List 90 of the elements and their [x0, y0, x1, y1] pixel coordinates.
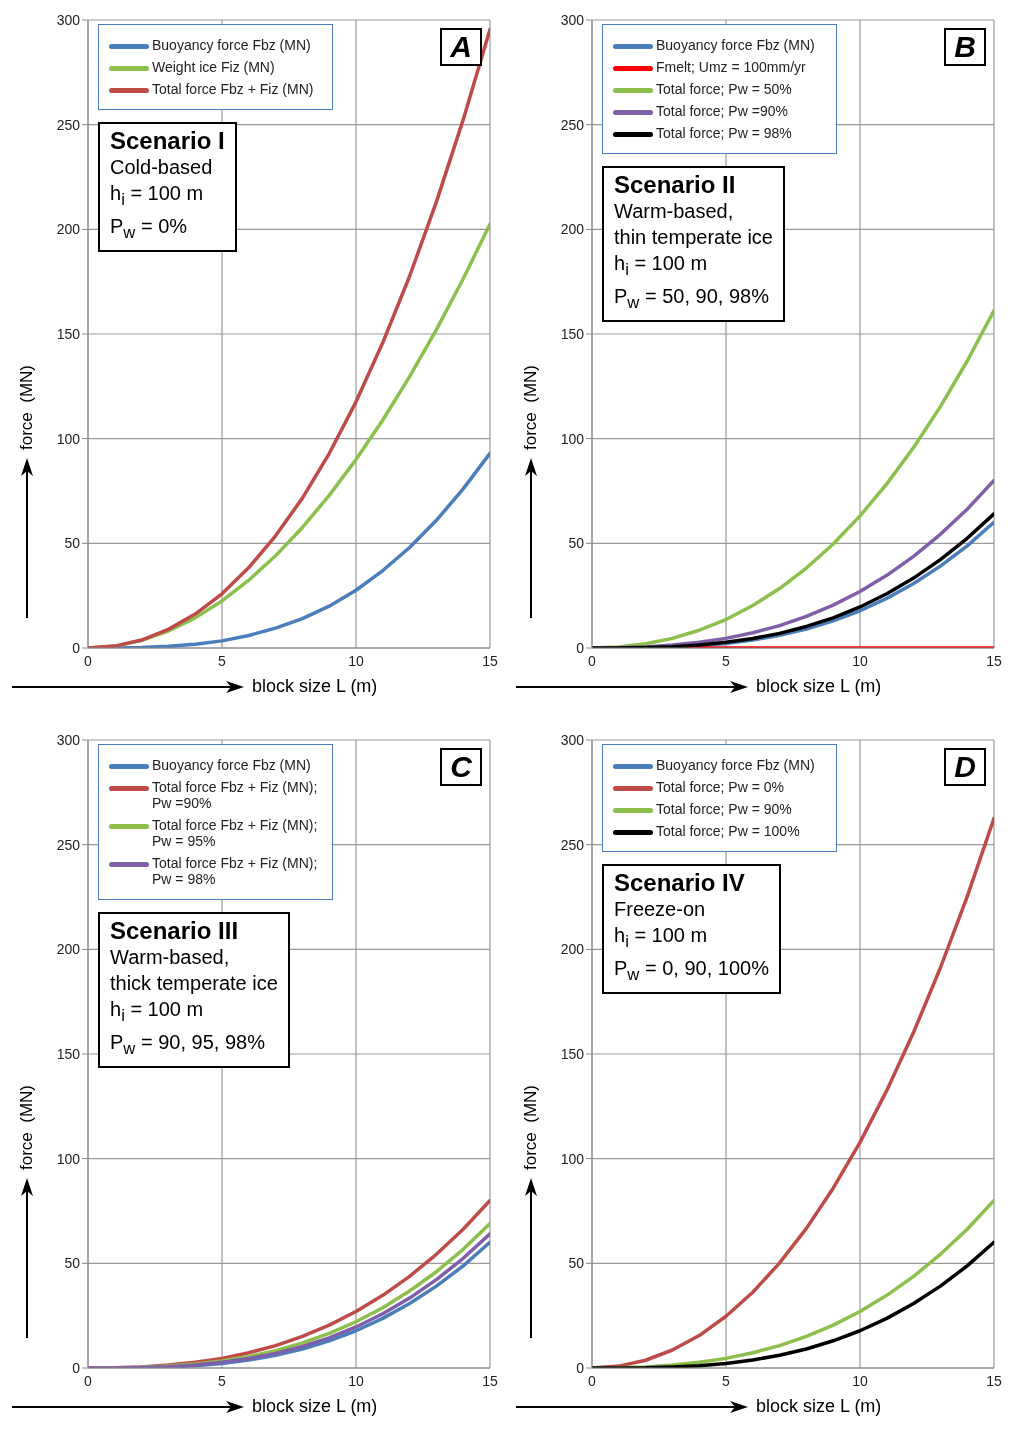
annotation: P$_{w}$ = 0, 90, 100% — [614, 956, 769, 986]
y-tick-label: 250 — [56, 836, 81, 853]
annotation: h$_{i}$ = 100 m — [110, 181, 205, 211]
annotation: Scenario III — [110, 917, 240, 944]
x-tick-label: 10 — [348, 652, 364, 669]
annotation: Scenario I — [110, 127, 225, 154]
y-tick-label: 50 — [64, 535, 81, 552]
x-axis-title: block size L (m) — [252, 676, 378, 697]
y-tick-label: 50 — [568, 1255, 585, 1272]
legend-label: Buoyancy force Fbz (MN) — [656, 757, 815, 773]
x-tick-label: 15 — [482, 1372, 498, 1389]
y-tick-label: 250 — [560, 116, 585, 133]
legend-label: Total force Fbz + Fiz (MN); Pw = 95% — [152, 817, 319, 849]
legend-label: Total force Fbz + Fiz (MN); Pw =90% — [152, 779, 319, 811]
y-tick-label: 100 — [560, 430, 585, 447]
y-tick-label: 100 — [560, 1150, 585, 1167]
annotation: h$_{i}$ = 100 m — [110, 997, 205, 1027]
legend-label: Total force Fbz + Fiz (MN); Pw = 98% — [152, 855, 319, 887]
y-tick-label: 200 — [56, 941, 81, 958]
y-tick-label: 150 — [56, 1045, 81, 1062]
legend-label: Buoyancy force Fbz (MN) — [656, 37, 815, 53]
annotation: Scenario IV — [614, 869, 746, 896]
x-tick-label: 10 — [348, 1372, 364, 1389]
y-tick-label: 250 — [560, 836, 585, 853]
annotation: P$_{w}$ = 0% — [110, 214, 189, 244]
annotation: B — [944, 28, 986, 66]
y-tick-label: 300 — [560, 11, 585, 28]
y-axis-title: force (MN) — [17, 365, 37, 451]
y-tick-label: 50 — [568, 535, 585, 552]
annotation: h$_{i}$ = 100 m — [614, 251, 709, 281]
x-axis-title: block size L (m) — [756, 1396, 882, 1417]
y-tick-label: 0 — [576, 1359, 585, 1376]
x-axis-title: block size L (m) — [756, 676, 882, 697]
y-tick-label: 100 — [56, 1150, 81, 1167]
legend-label: Total force; Pw =90% — [656, 103, 788, 119]
y-tick-label: 200 — [560, 941, 585, 958]
annotation: Cold-based — [110, 155, 214, 180]
x-tick-label: 15 — [482, 652, 498, 669]
x-tick-label: 5 — [218, 1372, 227, 1389]
x-tick-label: 10 — [852, 1372, 868, 1389]
legend-label: Total force; Pw = 100% — [656, 823, 800, 839]
y-tick-label: 0 — [72, 639, 81, 656]
x-tick-label: 5 — [722, 652, 731, 669]
x-tick-label: 5 — [218, 652, 227, 669]
legend-label: Total force; Pw = 98% — [656, 125, 792, 141]
legend-label: Total force; Pw = 50% — [656, 81, 792, 97]
x-axis-title: block size L (m) — [252, 1396, 378, 1417]
annotation: thick temperate ice — [110, 971, 278, 996]
y-tick-label: 300 — [56, 731, 81, 748]
annotation: Freeze-on — [614, 897, 707, 922]
y-axis-title: force (MN) — [521, 365, 541, 451]
x-tick-label: 15 — [986, 652, 1002, 669]
legend-label: Total force; Pw = 0% — [656, 779, 785, 795]
annotation: thin temperate ice — [614, 225, 773, 250]
annotation: Warm-based, — [614, 199, 735, 224]
y-axis-title: force (MN) — [521, 1085, 541, 1171]
legend-label: Total force Fbz + Fiz (MN) — [152, 81, 314, 97]
annotation: A — [440, 28, 482, 66]
x-tick-label: 10 — [852, 652, 868, 669]
y-tick-label: 150 — [560, 1045, 585, 1062]
legend-label: Total force; Pw = 90% — [656, 801, 792, 817]
y-tick-label: 300 — [56, 11, 81, 28]
annotation: D — [944, 748, 986, 786]
x-tick-label: 0 — [84, 1372, 93, 1389]
x-tick-label: 5 — [722, 1372, 731, 1389]
y-tick-label: 100 — [56, 430, 81, 447]
x-tick-label: 0 — [84, 652, 93, 669]
y-tick-label: 200 — [56, 221, 81, 238]
legend-label: Fmelt; Umz = 100mm/yr — [656, 59, 806, 75]
y-tick-label: 200 — [560, 221, 585, 238]
annotation: P$_{w}$ = 90, 95, 98% — [110, 1030, 266, 1060]
x-tick-label: 15 — [986, 1372, 1002, 1389]
y-tick-label: 0 — [72, 1359, 81, 1376]
y-tick-label: 150 — [560, 325, 585, 342]
annotation: h$_{i}$ = 100 m — [614, 923, 709, 953]
y-tick-label: 250 — [56, 116, 81, 133]
y-tick-label: 50 — [64, 1255, 81, 1272]
legend-label: Buoyancy force Fbz (MN) — [152, 757, 311, 773]
annotation: Scenario II — [614, 171, 737, 198]
y-tick-label: 300 — [560, 731, 585, 748]
x-tick-label: 0 — [588, 652, 597, 669]
y-tick-label: 150 — [56, 325, 81, 342]
y-tick-label: 0 — [576, 639, 585, 656]
annotation: P$_{w}$ = 50, 90, 98% — [614, 284, 770, 314]
annotation: C — [440, 748, 482, 786]
legend-label: Buoyancy force Fbz (MN) — [152, 37, 311, 53]
y-axis-title: force (MN) — [17, 1085, 37, 1171]
annotation: Warm-based, — [110, 945, 231, 970]
x-tick-label: 0 — [588, 1372, 597, 1389]
legend-label: Weight ice Fiz (MN) — [152, 59, 275, 75]
